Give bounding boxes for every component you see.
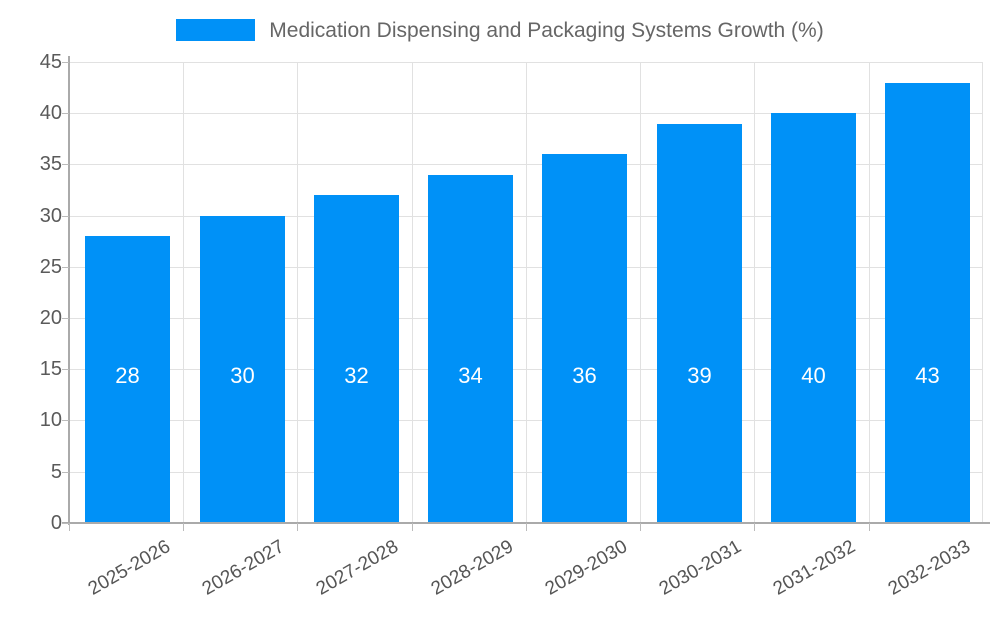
y-tick-label-40: 40: [39, 102, 62, 124]
gridline-x-1: [183, 62, 184, 523]
x-axis-labels: 2025-2026 2026-2027 2027-2028 2028-2029 …: [0, 523, 1000, 600]
bar-value-label: 32: [344, 363, 369, 388]
y-tick-mark-45: [62, 62, 69, 63]
bar-chart: Medication Dispensing and Packaging Syst…: [0, 12, 1000, 600]
x-tick-mark-4: [526, 523, 527, 531]
y-tick-label-30: 30: [39, 205, 62, 227]
x-tick-mark-1: [183, 523, 184, 531]
y-tick-label-20: 20: [39, 307, 62, 329]
bar-2032-2033[interactable]: 43: [885, 83, 970, 523]
gridline-x-2: [297, 62, 298, 523]
y-tick-mark-5: [62, 472, 69, 473]
y-tick-label-25: 25: [39, 256, 62, 278]
bar-value-label: 40: [801, 363, 826, 388]
x-tick-mark-2: [297, 523, 298, 531]
legend-item-medication-dispensing[interactable]: Medication Dispensing and Packaging Syst…: [176, 18, 824, 42]
gridline-x-8: [982, 62, 983, 523]
bar-2028-2029[interactable]: 34: [428, 175, 513, 523]
y-tick-mark-40: [62, 113, 69, 114]
y-tick-mark-35: [62, 164, 69, 165]
chart-legend: Medication Dispensing and Packaging Syst…: [0, 12, 1000, 48]
y-tick-mark-20: [62, 318, 69, 319]
bar-value-label: 30: [230, 363, 255, 388]
bar-2025-2026[interactable]: 28: [85, 236, 170, 523]
legend-color-swatch-icon: [176, 19, 256, 41]
y-tick-label-15: 15: [39, 358, 62, 380]
bar-2031-2032[interactable]: 40: [771, 113, 856, 523]
bar-2030-2031[interactable]: 39: [657, 124, 742, 523]
y-tick-label-35: 35: [39, 153, 62, 175]
y-tick-label-0: 0: [50, 512, 62, 534]
y-tick-mark-0: [62, 523, 69, 524]
bar-2026-2027[interactable]: 30: [200, 216, 285, 523]
bar-value-label: 28: [115, 363, 140, 388]
bar-value-label: 43: [915, 363, 940, 388]
gridline-x-4: [526, 62, 527, 523]
gridline-x-6: [754, 62, 755, 523]
y-axis-ticks: 45 40 35 30 25 20 15 10 5 0: [0, 52, 69, 533]
plot-area: [69, 62, 983, 523]
gridline-x-3: [412, 62, 413, 523]
y-tick-mark-30: [62, 216, 69, 217]
x-tick-mark-6: [754, 523, 755, 531]
y-tick-label-45: 45: [39, 51, 62, 73]
y-tick-mark-25: [62, 267, 69, 268]
bar-value-label: 39: [687, 363, 712, 388]
x-tick-mark-7: [869, 523, 870, 531]
legend-item-label: Medication Dispensing and Packaging Syst…: [269, 18, 824, 42]
x-tick-mark-0: [69, 523, 70, 531]
x-axis-ticks: [69, 523, 983, 531]
x-tick-mark-5: [640, 523, 641, 531]
bar-value-label: 36: [572, 363, 597, 388]
y-tick-mark-15: [62, 369, 69, 370]
gridline-x-7: [869, 62, 870, 523]
y-tick-label-5: 5: [50, 461, 62, 483]
gridline-x-5: [640, 62, 641, 523]
x-tick-mark-3: [412, 523, 413, 531]
bar-2029-2030[interactable]: 36: [542, 154, 627, 523]
y-axis-line: [68, 56, 70, 525]
bar-series-medication-dispensing: 28 30 32 34 36 39 40 43: [69, 62, 983, 523]
y-tick-label-10: 10: [39, 409, 62, 431]
bar-2027-2028[interactable]: 32: [314, 195, 399, 523]
bar-value-label: 34: [458, 363, 483, 388]
y-tick-mark-10: [62, 420, 69, 421]
